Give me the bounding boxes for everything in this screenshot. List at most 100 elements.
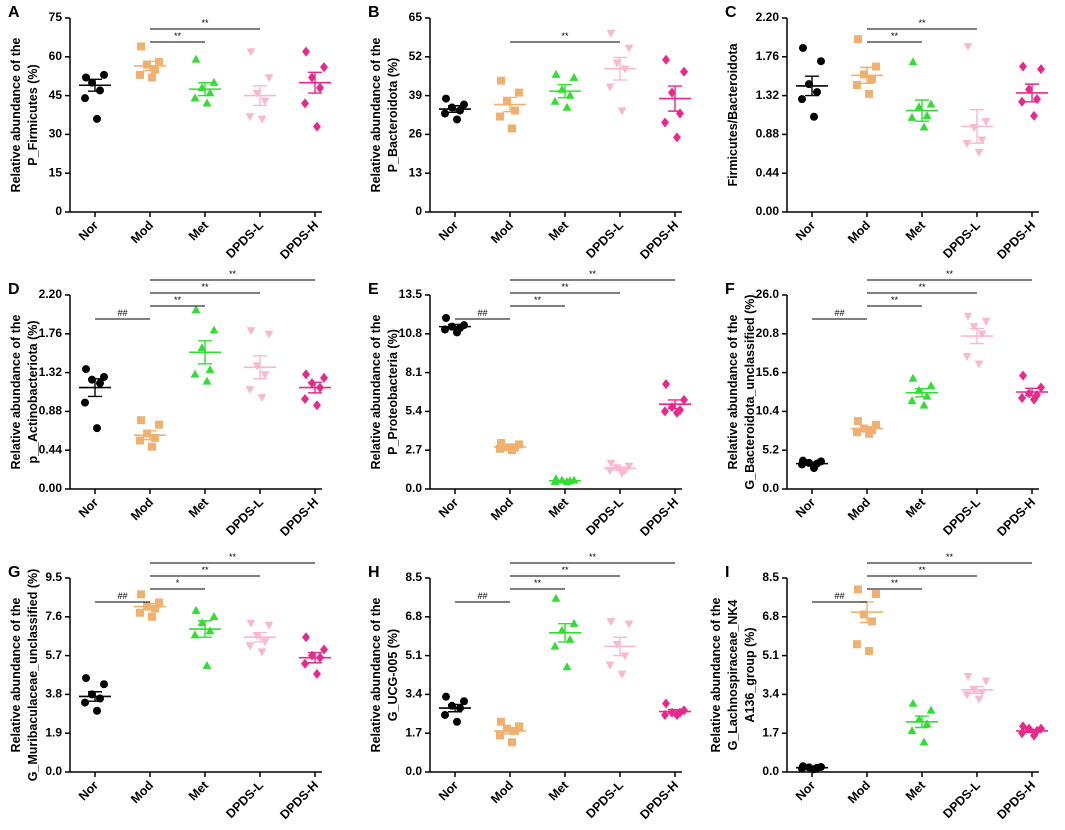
data-point [919, 122, 929, 131]
data-point [860, 70, 868, 79]
significance-label: ** [918, 282, 926, 292]
panel: C Firmicutes/Bacteroidota 0.00 0.44 0.88 1.32… [725, 4, 1048, 262]
significance-label: ## [834, 591, 844, 601]
x-tick-label: Met [903, 495, 929, 521]
data-point [922, 719, 932, 728]
x-tick-label: Met [186, 778, 212, 804]
data-point [1030, 394, 1038, 405]
data-point [320, 372, 328, 383]
data-point [926, 99, 936, 108]
y-axis-label: Relative abundance of the [726, 315, 740, 470]
data-point [860, 610, 868, 619]
y-tick-label: 13 [409, 165, 423, 179]
panel-letter: G [8, 564, 20, 581]
error-bar [970, 327, 984, 345]
data-point [137, 42, 145, 51]
y-tick-label: 2.7 [405, 442, 422, 456]
y-tick-label: 2.20 [756, 10, 780, 24]
data-point [496, 112, 504, 121]
y-tick-label: 0.88 [39, 404, 63, 418]
data-point [308, 72, 316, 83]
data-point [302, 632, 310, 643]
data-point [260, 371, 270, 380]
data-point [854, 585, 862, 594]
y-axis-label: Relative abundance of the [9, 315, 23, 470]
y-tick-label: 1.76 [39, 326, 63, 340]
data-point [313, 400, 321, 411]
data-point [680, 394, 688, 405]
x-tick-label: Nor [436, 218, 461, 243]
error-bar [503, 445, 517, 449]
data-point [100, 680, 108, 689]
data-point [919, 737, 929, 746]
error-bar [143, 602, 157, 611]
data-point [503, 97, 511, 106]
data-point [191, 54, 201, 63]
data-point [82, 674, 90, 683]
data-point [908, 373, 918, 382]
y-tick-label: 39 [409, 88, 423, 102]
data-point [865, 647, 873, 656]
data-point [191, 605, 201, 614]
data-point [313, 668, 321, 679]
error-bar [198, 340, 212, 365]
data-point [137, 590, 145, 599]
significance-label: ** [201, 282, 209, 292]
data-point [301, 394, 309, 405]
x-tick-label: DPDS-L [940, 218, 983, 261]
x-tick-label: Mod [845, 495, 873, 523]
x-tick-label: DPDS-H [994, 218, 1038, 262]
data-point [617, 469, 627, 478]
data-point [148, 73, 156, 82]
y-tick-label: 0.00 [756, 204, 780, 218]
error-bar [448, 105, 462, 114]
significance-label: ** [534, 578, 542, 588]
error-bar [198, 81, 212, 97]
x-tick-label: Met [546, 218, 572, 244]
significance-label: ** [918, 565, 926, 575]
data-point [662, 698, 670, 709]
y-tick-label: 3.8 [45, 687, 62, 701]
data-point [205, 88, 215, 97]
data-point [260, 97, 270, 106]
data-point [624, 44, 634, 53]
data-point [810, 464, 818, 473]
data-point [93, 114, 101, 123]
y-axis-label: p__Actinobacteriota (%) [26, 320, 40, 463]
data-point [853, 640, 861, 649]
x-tick-label: Met [903, 218, 929, 244]
x-tick-label: Met [903, 778, 929, 804]
data-point [907, 396, 917, 405]
data-point [515, 88, 523, 97]
panel: B Relative abundance of the P_Bacteroidota… [368, 4, 691, 262]
x-tick-label: DPDS-L [583, 778, 626, 821]
y-tick-label: 10.4 [756, 404, 780, 418]
y-axis-label: Relative abundance of the [709, 598, 723, 753]
y-tick-label: 20.8 [756, 326, 780, 340]
y-tick-label: 0.44 [756, 165, 780, 179]
significance-label: ** [918, 18, 926, 28]
x-tick-label: Met [186, 218, 212, 244]
significance-label: ** [891, 295, 899, 305]
y-axis-label: G_Lachnospiraceae_NK4 [726, 600, 740, 751]
y-tick-label: 1.32 [756, 88, 780, 102]
data-point [981, 317, 991, 326]
data-point [1018, 392, 1026, 403]
data-point [620, 652, 630, 661]
data-point [799, 43, 807, 52]
panel-letter: A [8, 4, 20, 21]
data-point [320, 62, 328, 73]
x-tick-label: DPDS-L [223, 495, 266, 538]
data-point [1025, 84, 1033, 95]
data-point [202, 661, 212, 670]
data-point [313, 121, 321, 132]
y-tick-label: 1.76 [756, 49, 780, 63]
data-point [81, 698, 89, 707]
error-bar [308, 381, 322, 394]
x-tick-label: Nor [76, 218, 101, 243]
data-point [93, 706, 101, 715]
significance-label: ** [946, 269, 954, 279]
data-point [969, 686, 979, 695]
data-point [252, 362, 262, 371]
data-point [926, 705, 936, 714]
